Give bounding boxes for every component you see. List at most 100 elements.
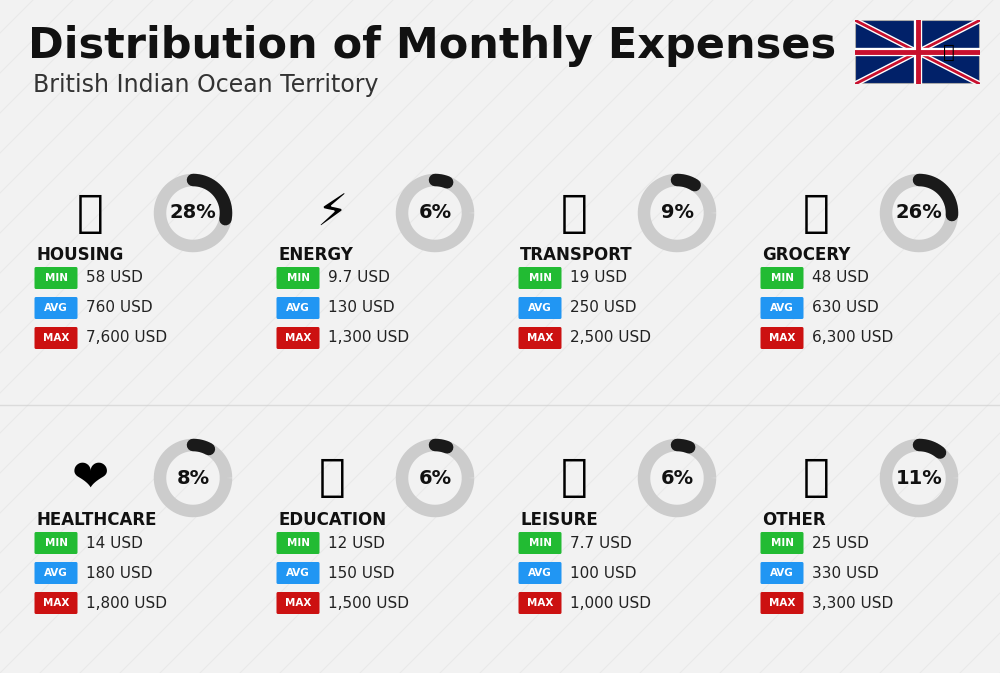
Text: 12 USD: 12 USD (328, 536, 385, 551)
Text: 150 USD: 150 USD (328, 565, 394, 581)
FancyBboxPatch shape (761, 327, 804, 349)
Text: 6%: 6% (660, 468, 694, 487)
FancyBboxPatch shape (276, 297, 320, 319)
Text: MIN: MIN (44, 538, 68, 548)
FancyBboxPatch shape (276, 592, 320, 614)
Text: 🛒: 🛒 (803, 192, 829, 234)
Text: AVG: AVG (44, 568, 68, 578)
FancyBboxPatch shape (34, 562, 78, 584)
Text: MIN: MIN (44, 273, 68, 283)
Text: 630 USD: 630 USD (812, 301, 879, 316)
Text: ENERGY: ENERGY (278, 246, 353, 264)
Text: MIN: MIN (528, 273, 552, 283)
Text: 11%: 11% (896, 468, 942, 487)
Text: 14 USD: 14 USD (86, 536, 143, 551)
Text: 180 USD: 180 USD (86, 565, 152, 581)
FancyBboxPatch shape (518, 562, 562, 584)
Text: 6%: 6% (418, 203, 452, 223)
Text: 1,000 USD: 1,000 USD (570, 596, 651, 610)
Text: 9.7 USD: 9.7 USD (328, 271, 390, 285)
Text: AVG: AVG (528, 568, 552, 578)
Text: MAX: MAX (527, 333, 553, 343)
FancyBboxPatch shape (761, 532, 804, 554)
Text: 🚌: 🚌 (561, 192, 587, 234)
Text: 28%: 28% (170, 203, 216, 223)
Text: 130 USD: 130 USD (328, 301, 395, 316)
FancyBboxPatch shape (518, 532, 562, 554)
FancyBboxPatch shape (761, 592, 804, 614)
Text: MIN: MIN (770, 538, 794, 548)
Text: 8%: 8% (176, 468, 210, 487)
Text: AVG: AVG (44, 303, 68, 313)
Text: MAX: MAX (285, 598, 311, 608)
FancyBboxPatch shape (34, 592, 78, 614)
Text: 7.7 USD: 7.7 USD (570, 536, 632, 551)
Text: AVG: AVG (770, 568, 794, 578)
Text: AVG: AVG (528, 303, 552, 313)
FancyBboxPatch shape (276, 267, 320, 289)
Text: MAX: MAX (285, 333, 311, 343)
Text: MIN: MIN (770, 273, 794, 283)
FancyBboxPatch shape (518, 327, 562, 349)
Text: 3,300 USD: 3,300 USD (812, 596, 893, 610)
Text: GROCERY: GROCERY (762, 246, 850, 264)
FancyBboxPatch shape (518, 592, 562, 614)
FancyBboxPatch shape (34, 297, 78, 319)
Text: MIN: MIN (287, 273, 310, 283)
Text: 1,500 USD: 1,500 USD (328, 596, 409, 610)
Text: MAX: MAX (527, 598, 553, 608)
Text: MAX: MAX (43, 333, 69, 343)
FancyBboxPatch shape (761, 267, 804, 289)
Text: MIN: MIN (528, 538, 552, 548)
Text: 58 USD: 58 USD (86, 271, 143, 285)
Text: 🎓: 🎓 (319, 456, 345, 499)
FancyBboxPatch shape (761, 297, 804, 319)
FancyBboxPatch shape (276, 562, 320, 584)
Text: 48 USD: 48 USD (812, 271, 869, 285)
Text: EDUCATION: EDUCATION (278, 511, 386, 529)
Text: 7,600 USD: 7,600 USD (86, 330, 167, 345)
Text: 100 USD: 100 USD (570, 565, 637, 581)
FancyBboxPatch shape (34, 267, 78, 289)
Text: AVG: AVG (286, 303, 310, 313)
Text: 9%: 9% (660, 203, 694, 223)
Text: 19 USD: 19 USD (570, 271, 627, 285)
Text: 760 USD: 760 USD (86, 301, 153, 316)
FancyBboxPatch shape (518, 267, 562, 289)
Text: 🛍: 🛍 (561, 456, 587, 499)
Text: 1,800 USD: 1,800 USD (86, 596, 167, 610)
Text: 330 USD: 330 USD (812, 565, 879, 581)
Text: HOUSING: HOUSING (36, 246, 123, 264)
Text: MAX: MAX (769, 598, 795, 608)
Text: ❤: ❤ (71, 456, 109, 499)
Text: 6%: 6% (418, 468, 452, 487)
Text: AVG: AVG (770, 303, 794, 313)
Text: MAX: MAX (769, 333, 795, 343)
Text: 2,500 USD: 2,500 USD (570, 330, 651, 345)
FancyBboxPatch shape (761, 562, 804, 584)
FancyBboxPatch shape (855, 20, 980, 84)
Text: 25 USD: 25 USD (812, 536, 869, 551)
FancyBboxPatch shape (276, 327, 320, 349)
Text: HEALTHCARE: HEALTHCARE (36, 511, 156, 529)
Text: 250 USD: 250 USD (570, 301, 637, 316)
Text: 🏢: 🏢 (77, 192, 103, 234)
Text: AVG: AVG (286, 568, 310, 578)
Text: MAX: MAX (43, 598, 69, 608)
Text: 26%: 26% (896, 203, 942, 223)
Text: British Indian Ocean Territory: British Indian Ocean Territory (33, 73, 378, 97)
Text: 💰: 💰 (803, 456, 829, 499)
FancyBboxPatch shape (34, 532, 78, 554)
FancyBboxPatch shape (276, 532, 320, 554)
Text: OTHER: OTHER (762, 511, 826, 529)
FancyBboxPatch shape (34, 327, 78, 349)
Text: LEISURE: LEISURE (520, 511, 598, 529)
FancyBboxPatch shape (518, 297, 562, 319)
Text: 1,300 USD: 1,300 USD (328, 330, 409, 345)
Text: TRANSPORT: TRANSPORT (520, 246, 633, 264)
Text: 🌴: 🌴 (943, 42, 955, 62)
Text: ⚡: ⚡ (316, 192, 348, 234)
Text: 6,300 USD: 6,300 USD (812, 330, 893, 345)
Text: Distribution of Monthly Expenses: Distribution of Monthly Expenses (28, 25, 836, 67)
Text: MIN: MIN (287, 538, 310, 548)
